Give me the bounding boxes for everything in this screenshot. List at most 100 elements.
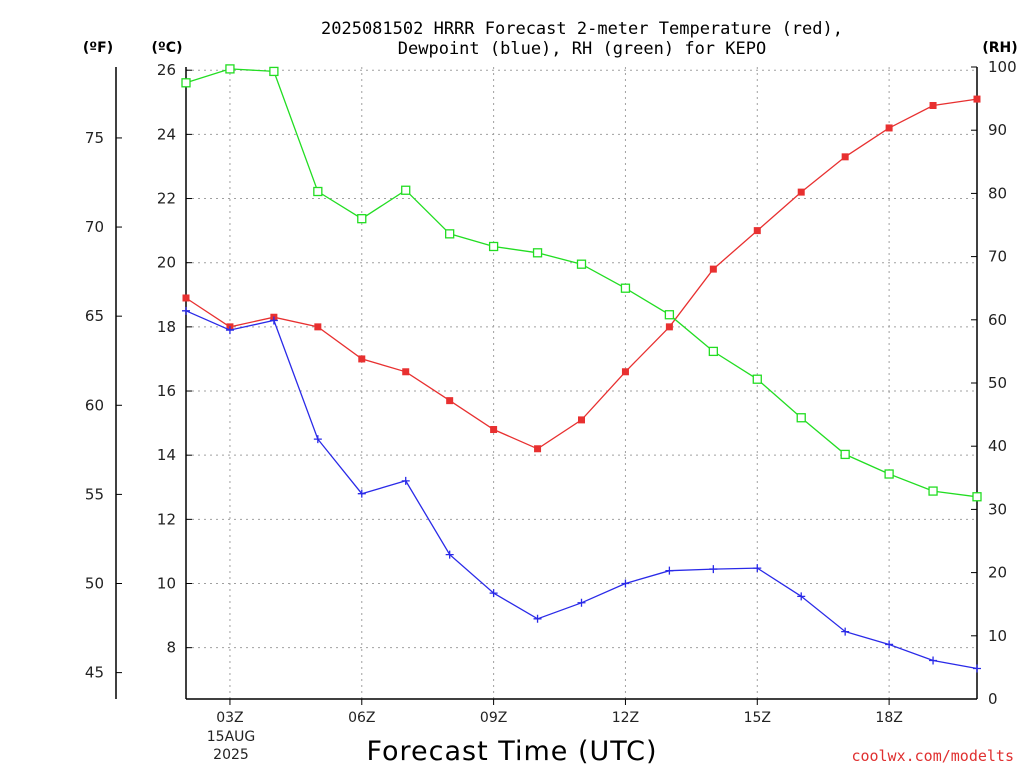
temperature-point (182, 294, 190, 302)
temperature-point (578, 416, 585, 424)
fahrenheit-tick-label: 50 (85, 575, 104, 593)
time-tick-label: 09Z (480, 710, 507, 726)
rh-tick-label: 100 (988, 58, 1017, 76)
temperature-point (358, 355, 366, 363)
fahrenheit-unit-label: (ºF) (83, 40, 113, 56)
rh-line (185, 68, 978, 498)
dewpoint-point (753, 564, 762, 573)
temperature-point (929, 101, 937, 109)
fahrenheit-tick-label: 70 (85, 218, 104, 236)
celsius-tick-label: 26 (157, 61, 176, 79)
rh-point (620, 283, 631, 293)
time-tick-label: 18Z (875, 710, 902, 726)
time-tick-label: 06Z (348, 710, 375, 726)
temperature-point (314, 323, 322, 331)
rh-point (181, 78, 191, 88)
temperature-point (665, 323, 673, 331)
celsius-tick-label: 12 (157, 510, 176, 528)
rh-point (401, 185, 411, 195)
rh-tick-label: 40 (988, 437, 1007, 455)
rh-unit-label: (RH) (982, 40, 1017, 56)
x-axis-title: Forecast Time (UTC) (366, 736, 657, 767)
celsius-tick-label: 10 (157, 575, 176, 593)
dewpoint-point (182, 306, 190, 315)
rh-point (884, 469, 894, 479)
temperature-point (621, 368, 629, 376)
rh-point (488, 241, 499, 252)
celsius-tick-label: 8 (166, 639, 176, 657)
dewpoint-point (269, 316, 278, 325)
fahrenheit-tick-label: 75 (85, 129, 104, 147)
rh-axis-ticks: 0 10 20 30 40 50 60 70 80 90 100 (971, 58, 1017, 708)
date-label-day: 15AUG (207, 729, 256, 745)
time-tick-label: 03Z (216, 710, 243, 726)
rh-point (532, 248, 543, 258)
rh-tick-label: 60 (988, 311, 1007, 329)
dewpoint-point (797, 592, 806, 601)
dewpoint-point (577, 598, 586, 607)
rh-tick-label: 20 (988, 564, 1007, 582)
temperature-series (182, 95, 981, 453)
rh-point (357, 214, 367, 224)
celsius-axis-ticks: 8 10 12 14 16 18 20 22 24 26 (157, 61, 192, 657)
celsius-tick-label: 16 (157, 382, 176, 400)
celsius-unit-label: (ºC) (152, 40, 183, 56)
rh-point (972, 492, 982, 502)
temperature-point (753, 227, 761, 235)
data-series (181, 64, 982, 673)
dewpoint-point (533, 614, 542, 623)
rh-tick-label: 30 (988, 500, 1007, 518)
time-axis-ticks: 03Z 06Z 09Z 12Z 15Z 18Z (216, 699, 903, 726)
dewpoint-point (357, 489, 366, 498)
rh-point (445, 229, 455, 239)
rh-tick-label: 80 (988, 184, 1007, 202)
dewpoint-point (665, 566, 674, 575)
axes-frame (115, 67, 978, 700)
celsius-tick-label: 14 (157, 446, 176, 464)
rh-point (928, 486, 938, 496)
fahrenheit-axis-ticks: 45 50 55 60 65 70 75 (85, 129, 122, 682)
chart-title-line1: 2025081502 HRRR Forecast 2-meter Tempera… (321, 19, 843, 39)
rh-tick-label: 0 (988, 690, 998, 708)
dewpoint-point (621, 579, 630, 588)
time-tick-label: 12Z (612, 710, 639, 726)
temperature-point (841, 153, 849, 161)
celsius-tick-label: 18 (157, 318, 176, 336)
rh-point (313, 186, 323, 197)
temperature-point (490, 426, 498, 434)
temperature-point (446, 397, 454, 405)
temperature-point (402, 368, 410, 376)
rh-point (576, 259, 587, 269)
dewpoint-point (489, 589, 498, 598)
temperature-point (534, 445, 542, 453)
dewpoint-point (929, 656, 938, 665)
dewpoint-line (185, 310, 978, 670)
rh-point (664, 310, 675, 320)
temperature-point (973, 95, 981, 103)
dewpoint-point (401, 476, 410, 485)
dewpoint-point (973, 664, 981, 673)
rh-point (269, 66, 279, 77)
rh-tick-label: 50 (988, 374, 1007, 392)
dewpoint-point (313, 435, 322, 444)
dewpoint-point (841, 627, 850, 636)
temperature-point (885, 124, 893, 132)
fahrenheit-tick-label: 65 (85, 307, 104, 325)
celsius-tick-label: 22 (157, 190, 176, 208)
dewpoint-point (445, 550, 454, 559)
temperature-line (185, 98, 978, 450)
rh-tick-label: 10 (988, 627, 1007, 645)
dewpoint-series (182, 306, 981, 673)
rh-tick-label: 90 (988, 121, 1007, 139)
dewpoint-point (225, 326, 234, 335)
rh-point (840, 449, 850, 460)
fahrenheit-tick-label: 45 (85, 664, 104, 682)
celsius-tick-label: 24 (157, 125, 176, 143)
date-label-year: 2025 (213, 747, 249, 763)
temperature-point (797, 188, 805, 196)
rh-point (796, 413, 806, 423)
rh-point (225, 64, 235, 74)
source-credit: coolwx.com/modelts (851, 747, 1014, 765)
fahrenheit-tick-label: 60 (85, 396, 104, 414)
temperature-point (709, 265, 717, 273)
